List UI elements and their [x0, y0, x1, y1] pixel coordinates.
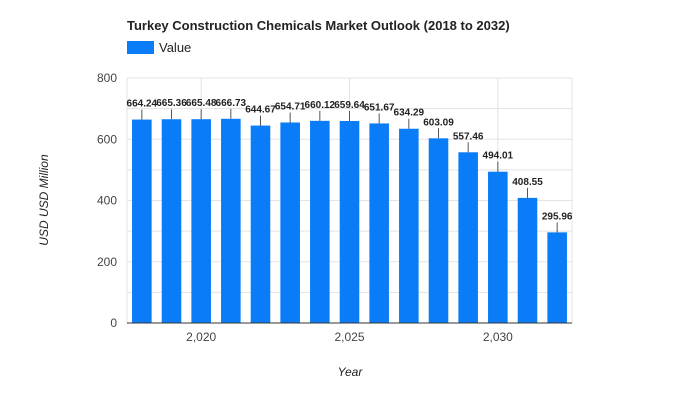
data-label: 665.48: [186, 98, 217, 109]
data-label: 557.46: [453, 131, 484, 142]
y-axis-title: USD USD Million: [37, 154, 51, 246]
data-label: 664.24: [127, 99, 158, 110]
legend-label-value: Value: [159, 40, 191, 55]
bar[interactable]: [310, 120, 330, 323]
data-label: 659.64: [334, 100, 365, 111]
chart-title: Turkey Construction Chemicals Market Out…: [127, 18, 510, 33]
data-label: 494.01: [483, 151, 514, 162]
bar[interactable]: [191, 119, 211, 323]
y-tick-label: 800: [97, 71, 117, 85]
bar[interactable]: [280, 122, 300, 324]
x-axis-title: Year: [338, 365, 364, 379]
bar[interactable]: [428, 138, 449, 323]
data-label: 603.09: [423, 117, 454, 128]
bar[interactable]: [369, 123, 389, 324]
data-label: 666.73: [216, 98, 247, 109]
data-label: 654.71: [275, 101, 306, 112]
y-tick-label: 0: [110, 316, 117, 330]
bar[interactable]: [399, 128, 419, 323]
legend-swatch-value: [127, 41, 154, 54]
bars: [132, 118, 567, 324]
y-tick-label: 200: [97, 255, 117, 269]
x-tick-label: 2,030: [483, 330, 513, 344]
data-label: 644.67: [245, 105, 276, 116]
bar[interactable]: [250, 125, 271, 323]
x-tick-label: 2,025: [334, 330, 364, 344]
data-label: 634.29: [394, 108, 425, 119]
legend[interactable]: Value: [127, 40, 191, 55]
bar[interactable]: [547, 232, 567, 323]
bar[interactable]: [488, 171, 508, 323]
axes: 0 200 400 600 800 2,020 2,025 2,030: [97, 71, 572, 344]
data-label: 665.36: [156, 98, 187, 109]
bar[interactable]: [161, 119, 182, 324]
bar[interactable]: [458, 152, 478, 323]
data-label: 408.55: [512, 177, 543, 188]
x-tick-label: 2,020: [186, 330, 216, 344]
data-label: 651.67: [364, 102, 395, 113]
bar[interactable]: [132, 119, 152, 323]
bar[interactable]: [517, 197, 538, 323]
y-tick-label: 400: [97, 194, 117, 208]
data-label: 660.12: [305, 100, 336, 111]
bar[interactable]: [339, 120, 360, 323]
data-label: 295.96: [542, 211, 573, 222]
y-tick-label: 600: [97, 132, 117, 146]
bar[interactable]: [221, 118, 241, 323]
